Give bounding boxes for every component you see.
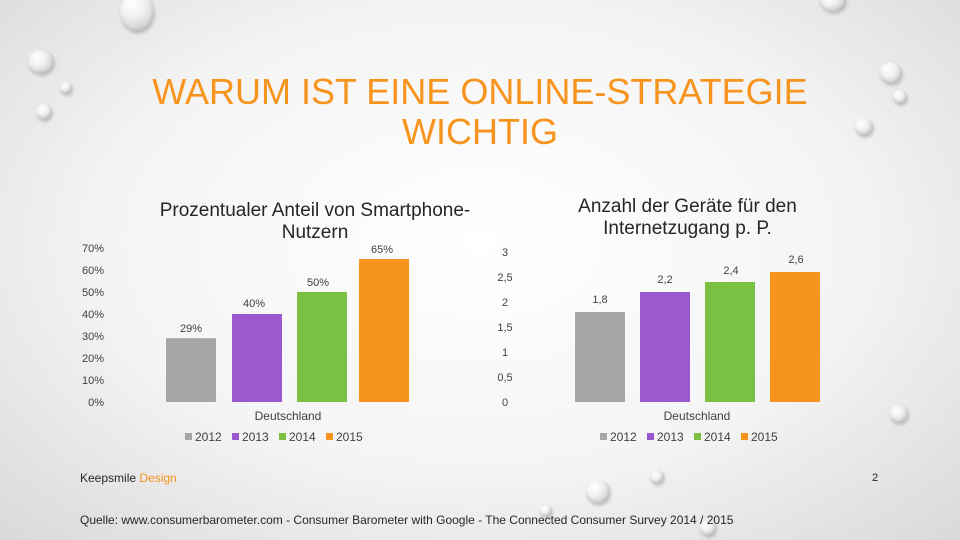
chart2-y-tick-label: 2,5 (497, 272, 512, 284)
chart1-y-tick-label: 10% (82, 375, 104, 387)
footer-brand-accent: Design (139, 471, 177, 485)
chart1-bar-2014 (297, 292, 347, 402)
water-drop (540, 505, 552, 517)
water-drop (650, 470, 664, 484)
chart2-data-label-2014: 2,4 (723, 265, 738, 277)
water-drop (880, 62, 902, 84)
chart2-data-label-2015: 2,6 (788, 254, 803, 266)
chart2-category-label: Deutschland (664, 409, 731, 423)
water-drop (820, 0, 846, 12)
chart2-legend-swatch-2012 (600, 433, 607, 440)
chart1-y-tick-label: 50% (82, 287, 104, 299)
chart1-legend-label-2012: 2012 (195, 430, 222, 444)
chart1-legend-label-2013: 2013 (242, 430, 269, 444)
chart1-bar-2015 (359, 259, 409, 402)
chart1-y-tick-label: 0% (88, 397, 104, 409)
chart-title-smartphone-share: Prozentualer Anteil von Smartphone-Nutze… (159, 200, 471, 243)
chart1-y-tick-label: 40% (82, 309, 104, 321)
chart-title-devices-per-person: Anzahl der Geräte für den Internetzugang… (578, 196, 797, 239)
water-drop (60, 82, 72, 94)
water-drop (893, 90, 907, 104)
footer-brand-name: Keepsmile (80, 471, 137, 485)
water-drop (890, 405, 908, 423)
chart1-legend-swatch-2012 (185, 433, 192, 440)
chart1-y-tick-label: 70% (82, 243, 104, 255)
chart2-bar-2013 (640, 292, 690, 402)
chart2-legend-label-2014: 2014 (704, 430, 731, 444)
source-note: Quelle: www.consumerbarometer.com - Cons… (80, 513, 734, 527)
chart2-data-label-2013: 2,2 (657, 274, 672, 286)
chart2-legend-label-2013: 2013 (657, 430, 684, 444)
chart1-y-tick-label: 20% (82, 353, 104, 365)
water-drop (700, 520, 716, 536)
chart1-legend-swatch-2015 (326, 433, 333, 440)
chart1-data-label-2013: 40% (243, 298, 265, 310)
chart2-bar-2014 (705, 282, 755, 402)
page-number: 2 (872, 472, 879, 484)
chart2-y-tick-label: 1 (502, 347, 508, 359)
chart1-data-label-2015: 65% (371, 244, 393, 256)
chart1-legend-swatch-2013 (232, 433, 239, 440)
chart1-bar-2012 (166, 338, 216, 402)
footer-brand: Keepsmile Design (80, 471, 177, 485)
chart1-legend-label-2014: 2014 (289, 430, 316, 444)
chart2-y-tick-label: 0,5 (497, 372, 512, 384)
chart1-data-label-2012: 29% (180, 323, 202, 335)
chart1-y-tick-label: 60% (82, 265, 104, 277)
water-drop (120, 0, 154, 32)
chart1-bar-2013 (232, 314, 282, 402)
chart2-bar-2015 (770, 272, 820, 402)
chart2-legend-swatch-2013 (647, 433, 654, 440)
chart2-bar-2012 (575, 312, 625, 402)
chart2-legend-label-2012: 2012 (610, 430, 637, 444)
chart1-legend-swatch-2014 (279, 433, 286, 440)
chart1-data-label-2014: 50% (307, 277, 329, 289)
water-drop (36, 104, 52, 120)
chart1-legend-label-2015: 2015 (336, 430, 363, 444)
water-drop (28, 50, 54, 74)
chart2-y-tick-label: 3 (502, 247, 508, 259)
chart2-legend-swatch-2015 (741, 433, 748, 440)
chart1-y-tick-label: 30% (82, 331, 104, 343)
water-drop (855, 118, 873, 136)
slide-title: WARUM IST EINE ONLINE-STRATEGIE WICHTIG (152, 71, 808, 152)
chart2-legend-label-2015: 2015 (751, 430, 778, 444)
chart1-category-label: Deutschland (255, 409, 322, 423)
water-drop (586, 480, 610, 504)
chart2-legend-swatch-2014 (694, 433, 701, 440)
chart2-y-tick-label: 0 (502, 397, 508, 409)
chart2-y-tick-label: 1,5 (497, 322, 512, 334)
chart2-data-label-2012: 1,8 (592, 294, 607, 306)
chart2-y-tick-label: 2 (502, 297, 508, 309)
